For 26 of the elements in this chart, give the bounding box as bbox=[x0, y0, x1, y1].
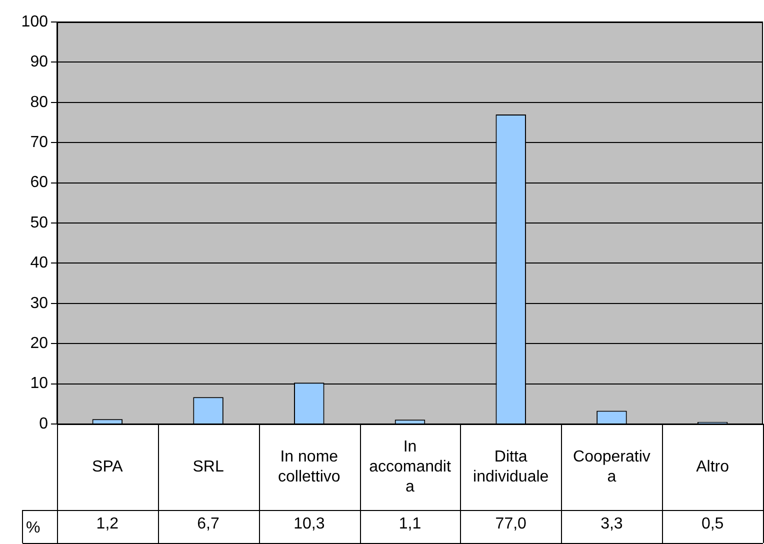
y-tick-label: 60 bbox=[30, 174, 48, 192]
data-label: 0,5 bbox=[701, 515, 724, 532]
x-tick-label: SPA bbox=[92, 458, 124, 476]
x-tick-label: Ditta individuale bbox=[473, 448, 549, 486]
x-tick-label: In accomandita bbox=[369, 438, 452, 496]
x-tick-label: SRL bbox=[192, 458, 224, 476]
data-label: 3,3 bbox=[600, 515, 623, 532]
y-tick-label: 10 bbox=[30, 375, 48, 392]
y-tick-label: 90 bbox=[30, 54, 48, 71]
x-tick-label: In nome collettivo bbox=[278, 448, 340, 486]
x-tick-label: Altro bbox=[696, 458, 730, 476]
y-tick-label: 70 bbox=[30, 134, 48, 152]
y-tick-label: 0 bbox=[39, 415, 48, 432]
data-label: 1,2 bbox=[96, 515, 119, 532]
y-tick-label: 20 bbox=[30, 335, 48, 352]
text: % bbox=[26, 519, 40, 536]
y-tick-label: 30 bbox=[30, 294, 48, 312]
x-tick-label: Cooperativa bbox=[573, 448, 650, 486]
data-label: 77,0 bbox=[495, 515, 527, 532]
data-label: 10,3 bbox=[294, 515, 325, 532]
data-label: 1,1 bbox=[398, 515, 422, 532]
data-label: 6,7 bbox=[197, 515, 220, 532]
y-tick-label: 80 bbox=[30, 94, 48, 111]
y-tick-label: 100 bbox=[21, 13, 48, 30]
y-tick-label: 50 bbox=[30, 214, 48, 232]
y-tick-label: 40 bbox=[30, 254, 48, 272]
